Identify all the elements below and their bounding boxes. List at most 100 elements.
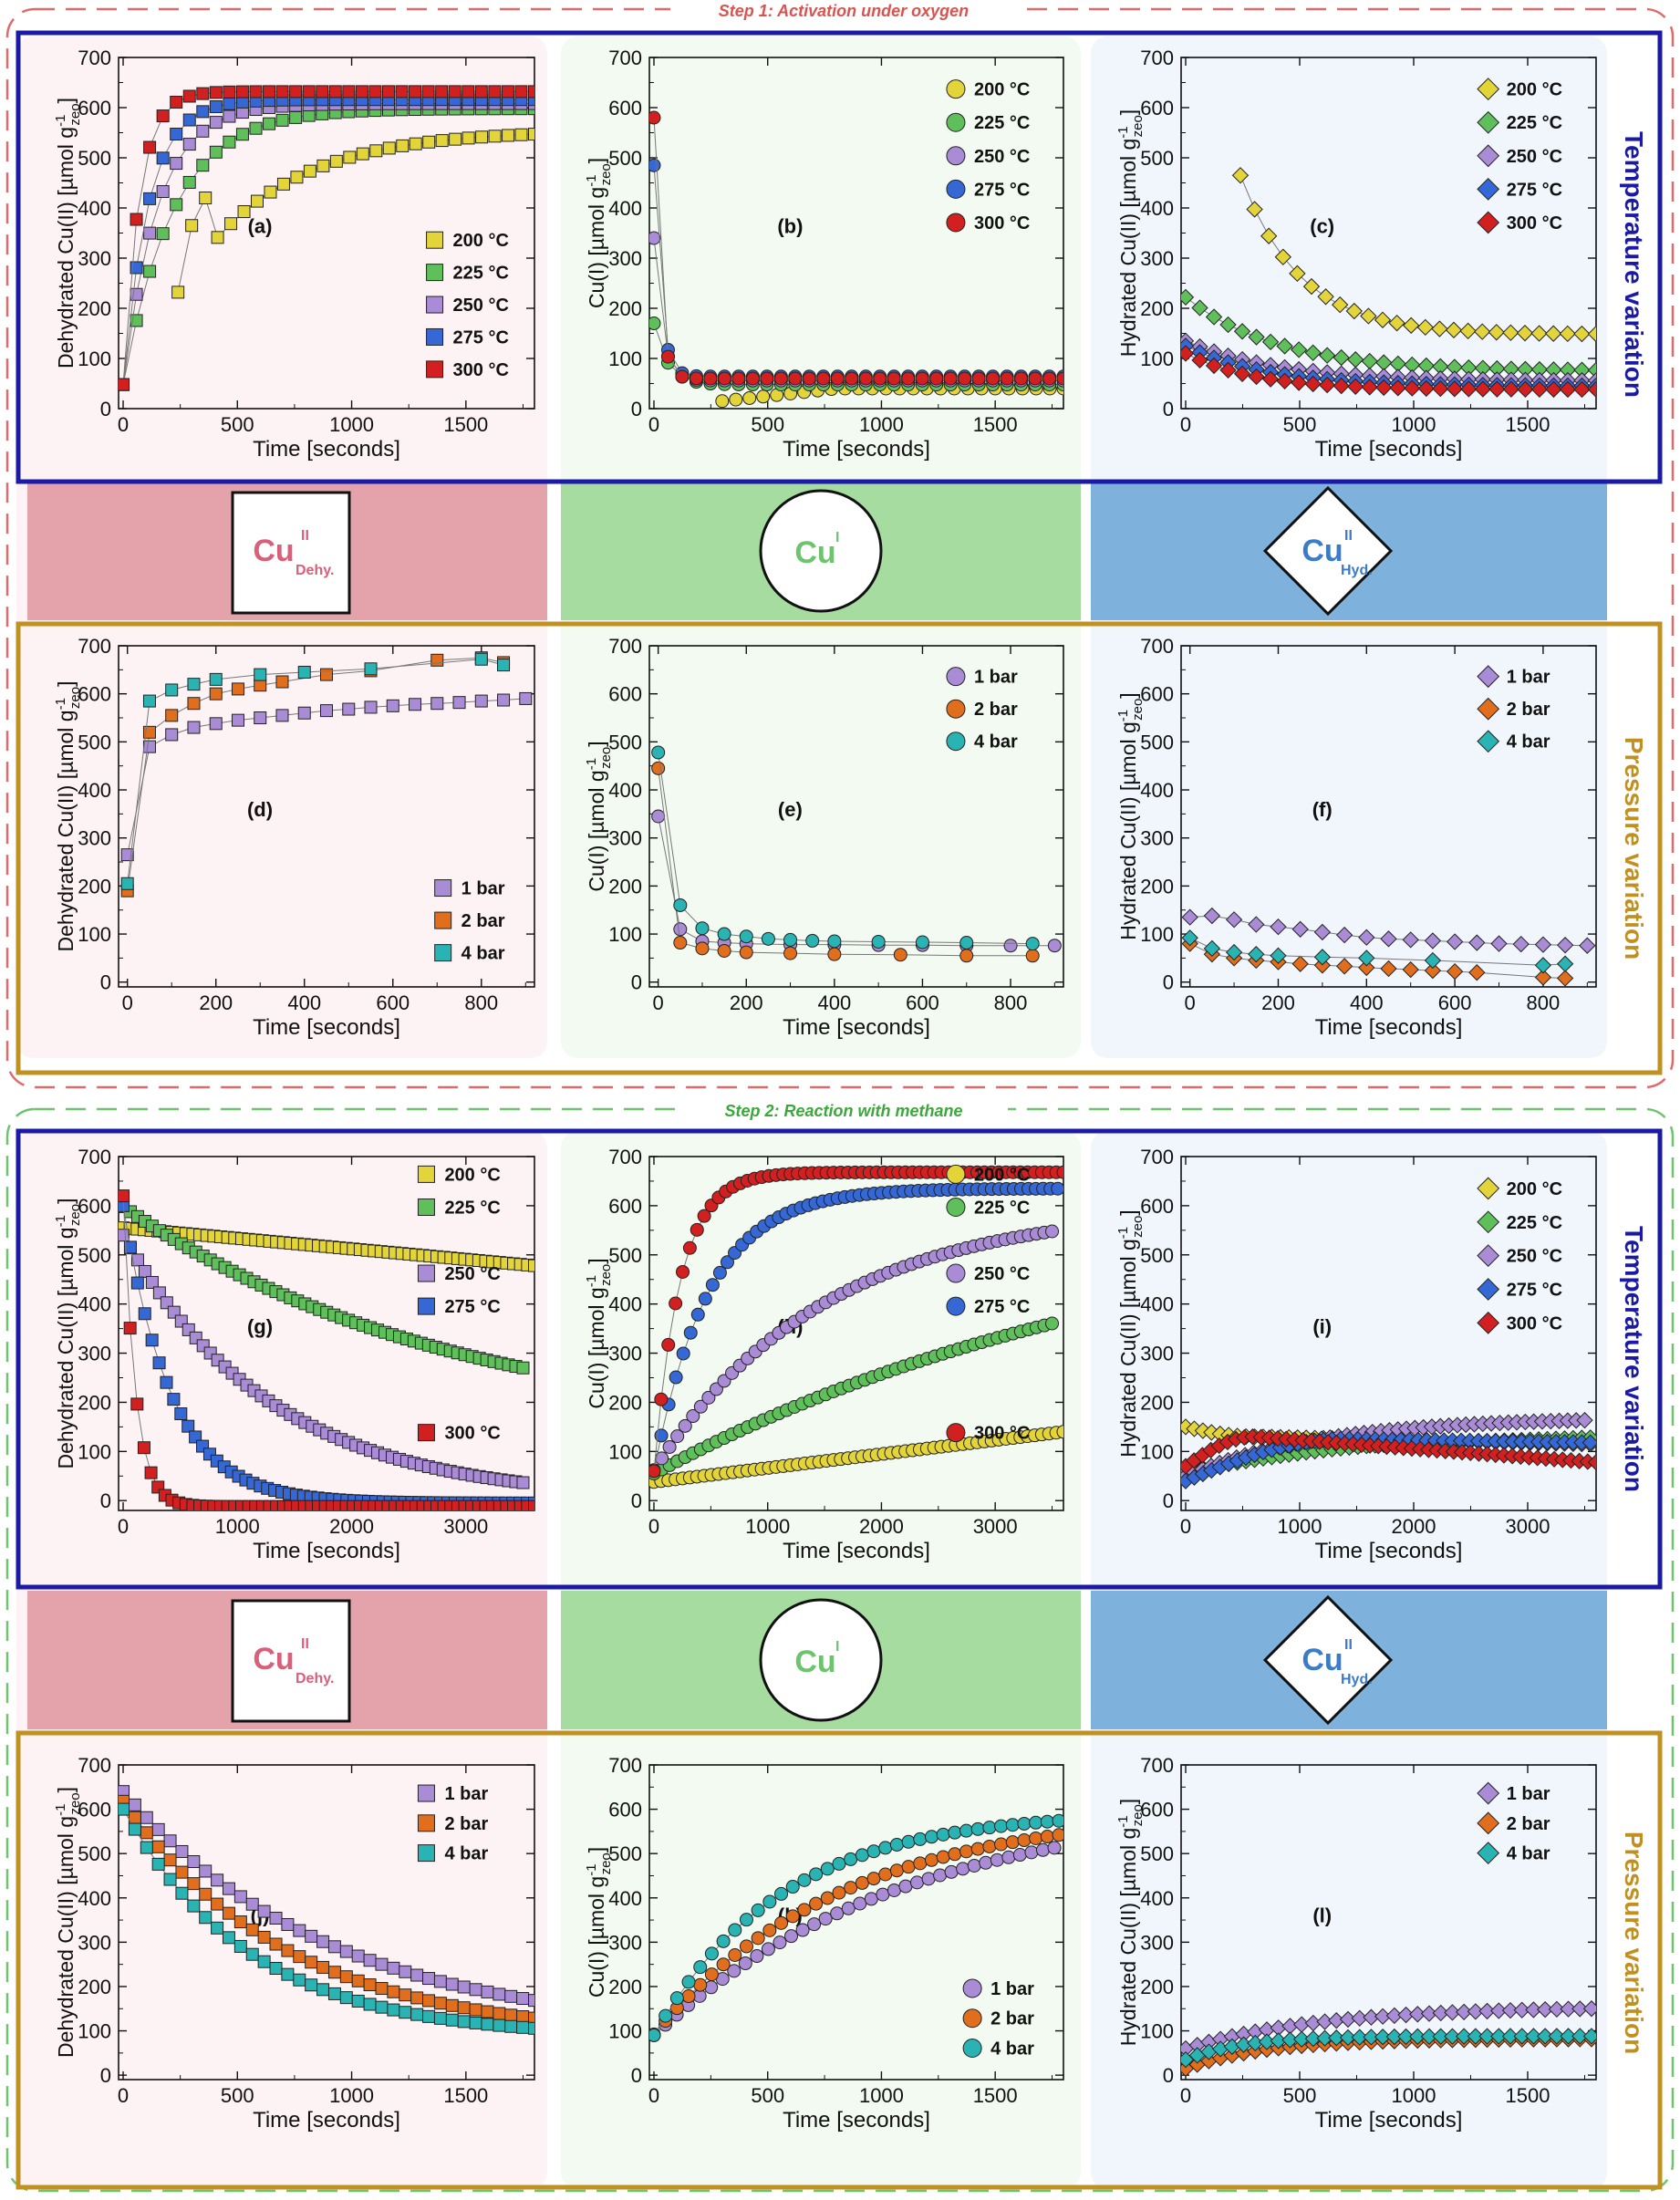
data-point-c-0 (1431, 320, 1448, 337)
y-tick-label: 500 (1140, 147, 1174, 170)
y-tick-label: 100 (608, 1440, 642, 1463)
data-point-k-0 (933, 1868, 948, 1883)
data-point-a-4 (355, 85, 368, 99)
data-point-h-3 (676, 1346, 690, 1361)
data-point-g-3 (152, 1356, 166, 1370)
data-point-k-2 (774, 1886, 789, 1901)
data-point-d-2 (297, 665, 311, 679)
data-point-j-1 (233, 1915, 247, 1929)
y-tick-label: 200 (78, 297, 111, 320)
y-tick-label: 400 (78, 197, 111, 220)
side-label-pressure-1: Pressure variation (1620, 737, 1648, 960)
data-point-j-1 (528, 2011, 534, 2025)
legend-marker-g-4 (417, 1424, 435, 1442)
data-point-e-2 (761, 931, 775, 946)
data-layer-h (649, 1165, 1063, 1489)
legend-label-l-1: 2 bar (1507, 1814, 1550, 1834)
y-tick-label: 300 (1140, 1931, 1174, 1954)
x-tick-label: 1000 (859, 2084, 904, 2107)
data-point-k-2 (994, 1819, 1009, 1833)
data-point-a-4 (263, 85, 276, 99)
data-point-b-4 (1056, 371, 1063, 386)
data-point-c-4 (1304, 375, 1322, 393)
y-tick-label: 0 (1163, 971, 1174, 994)
data-point-a-0 (290, 171, 304, 184)
x-tick-label: 1500 (1506, 2084, 1550, 2107)
data-point-l-0 (1513, 2001, 1530, 2018)
y-tick-label: 100 (78, 2020, 111, 2043)
data-point-h-3 (690, 1307, 705, 1322)
data-point-c-1 (1248, 328, 1265, 346)
data-point-c-0 (1488, 324, 1505, 341)
data-point-k-0 (773, 1935, 787, 1950)
legend-label-c-4: 300 °C (1507, 213, 1562, 233)
legend-marker-f-0 (1477, 665, 1500, 689)
y-tick-label: 600 (608, 683, 642, 706)
step1-title-bg (670, 0, 1017, 22)
data-point-e-2 (783, 932, 798, 947)
data-point-j-0 (211, 1873, 224, 1887)
data-point-j-2 (211, 1921, 224, 1935)
data-point-d-0 (297, 706, 311, 720)
data-point-a-4 (302, 85, 316, 99)
y-tick-label: 400 (1140, 1293, 1174, 1316)
data-point-k-2 (901, 1834, 916, 1849)
data-point-b-4 (901, 371, 916, 386)
legend-label-l-2: 4 bar (1507, 1844, 1550, 1864)
x-tick-label: 1000 (745, 1515, 790, 1538)
data-point-g-3 (167, 1393, 181, 1406)
data-point-a-0 (528, 128, 534, 141)
svg-text:Cu: Cu (253, 1642, 294, 1676)
legend-label-b-2: 250 °C (974, 147, 1030, 167)
data-point-b-4 (745, 371, 760, 386)
data-point-a-2 (182, 138, 196, 151)
data-point-k-2 (649, 2028, 661, 2042)
data-point-d-2 (142, 694, 156, 708)
legend-marker-i-0 (1477, 1177, 1500, 1200)
data-point-j-1 (469, 2003, 482, 2017)
legend-marker-i-3 (1477, 1278, 1500, 1301)
data-layer-g (119, 1189, 534, 1510)
data-point-j-2 (363, 1998, 377, 2011)
data-point-j-2 (257, 1955, 271, 1968)
data-layer-f (1181, 907, 1596, 987)
x-tick-label: 1500 (443, 2084, 488, 2107)
x-tick-label: 500 (1283, 2084, 1317, 2107)
legend-label-g-3: 275 °C (444, 1297, 500, 1317)
data-point-k-1 (716, 1957, 731, 1972)
data-point-j-0 (422, 1972, 436, 1986)
legend-marker-g-1 (417, 1198, 435, 1216)
data-point-d-0 (519, 691, 533, 705)
y-tick-label: 700 (1140, 1146, 1174, 1168)
y-tick-label: 600 (1140, 683, 1174, 706)
data-point-c-4 (1347, 378, 1364, 395)
data-point-b-4 (731, 371, 746, 386)
data-layer-e (651, 745, 1062, 963)
data-point-e-2 (695, 921, 710, 936)
x-tick-label: 1000 (859, 413, 904, 436)
data-point-b-4 (845, 371, 859, 386)
data-point-j-0 (293, 1924, 306, 1937)
data-point-h-2 (701, 1390, 716, 1405)
data-point-b-4 (971, 371, 986, 386)
data-point-a-1 (170, 198, 183, 212)
y-tick-label: 700 (78, 1146, 111, 1168)
data-point-a-3 (196, 105, 210, 119)
data-point-k-1 (762, 1923, 777, 1937)
data-point-g-2 (516, 1476, 530, 1489)
y-tick-label: 400 (608, 779, 642, 802)
chart-l: 0 500 1000 1500 0 100 200 300 400 500 600 700 Time [… (1115, 1754, 1597, 2133)
data-point-j-2 (387, 2003, 400, 2017)
data-point-j-0 (233, 1890, 247, 1904)
data-point-h-3 (669, 1370, 683, 1385)
legend-label-c-0: 200 °C (1507, 80, 1562, 100)
data-point-j-1 (211, 1897, 224, 1911)
data-point-c-4 (1517, 380, 1534, 398)
data-point-k-1 (959, 1844, 974, 1859)
data-point-g-4 (123, 1322, 137, 1335)
data-point-j-0 (269, 1911, 283, 1925)
data-point-j-0 (493, 1987, 506, 2001)
data-point-k-0 (738, 1956, 752, 1971)
data-point-k-2 (1005, 1818, 1020, 1832)
y-tick-label: 700 (608, 47, 642, 69)
